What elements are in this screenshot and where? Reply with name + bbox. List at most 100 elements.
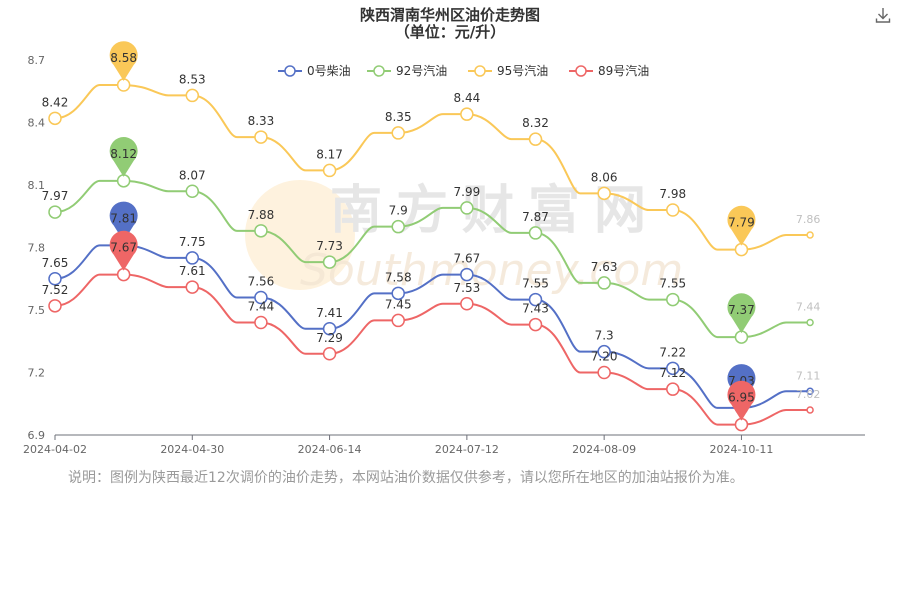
data-point xyxy=(322,347,337,361)
extreme-label: 7.67 xyxy=(110,241,137,255)
data-label: 8.07 xyxy=(179,168,206,182)
data-point xyxy=(185,280,200,294)
y-tick-label: 7.2 xyxy=(28,367,46,380)
series-line-3 xyxy=(54,273,811,426)
legend-label: 95号汽油 xyxy=(497,63,548,78)
data-point xyxy=(597,186,611,201)
data-label: 7.55 xyxy=(659,277,686,291)
data-point xyxy=(528,317,543,332)
watermark-text: 南方财富网 xyxy=(330,181,660,241)
data-label: 7.88 xyxy=(248,208,275,222)
extreme-pin xyxy=(109,230,138,271)
data-point xyxy=(597,344,611,359)
data-point xyxy=(48,272,62,286)
data-point xyxy=(391,219,405,234)
chart-title: 陕西渭南华州区油价走势图 xyxy=(359,6,540,24)
data-label: 8.53 xyxy=(179,72,206,86)
data-label: 7.58 xyxy=(385,270,412,284)
data-label: 7.53 xyxy=(454,281,481,295)
data-label: 8.17 xyxy=(316,147,343,161)
data-label: 7.45 xyxy=(385,297,412,311)
data-label: 7.98 xyxy=(659,187,686,201)
data-label: 8.35 xyxy=(385,110,412,124)
data-label: 7.55 xyxy=(522,277,549,291)
y-tick-label: 7.8 xyxy=(28,242,46,255)
data-label: 7.22 xyxy=(659,345,686,359)
y-axis: 6.9 7.2 7.5 7.8 8.1 8.4 8.7 xyxy=(28,54,46,442)
data-label: 7.67 xyxy=(454,252,481,266)
watermark-sub: Southmoney.com xyxy=(300,245,683,296)
legend-item-1[interactable]: 92号汽油 xyxy=(367,63,447,78)
extreme-label: 8.58 xyxy=(110,51,137,65)
data-point xyxy=(460,201,474,215)
y-tick-label: 8.7 xyxy=(28,54,46,67)
data-label: 7.29 xyxy=(316,331,343,345)
data-point xyxy=(460,267,474,282)
series-points: 7.65 7.75 7.56 7.41 7.58 7.67 7.55 7.3 7.22 7.11 7… xyxy=(42,72,821,432)
data-label: 7.12 xyxy=(659,366,686,380)
data-point xyxy=(528,292,543,307)
legend-item-0[interactable]: 0号柴油 xyxy=(278,64,351,78)
x-tick-label: 2024-08-09 xyxy=(572,443,636,456)
download-icon[interactable] xyxy=(874,6,892,24)
x-tick-label: 2024-06-14 xyxy=(298,443,362,456)
data-point xyxy=(528,226,543,240)
data-point xyxy=(322,255,337,269)
data-label: 7.63 xyxy=(591,260,618,274)
data-point xyxy=(806,387,814,395)
data-label: 7.87 xyxy=(522,210,549,224)
extreme-label: 7.81 xyxy=(110,211,137,225)
data-point xyxy=(391,126,405,140)
extreme-label: 7.37 xyxy=(728,303,755,317)
legend-item-3[interactable]: 89号汽油 xyxy=(569,63,649,78)
y-tick-label: 8.4 xyxy=(28,117,46,130)
extreme-pin xyxy=(109,41,138,81)
data-label: 7.9 xyxy=(389,204,408,218)
x-tick-label: 2024-10-11 xyxy=(709,443,773,456)
data-label: 8.32 xyxy=(522,116,549,130)
extreme-pin xyxy=(109,137,138,177)
legend-item-2[interactable]: 95号汽油 xyxy=(468,63,548,78)
data-point xyxy=(185,184,200,198)
data-point xyxy=(185,88,200,103)
data-point xyxy=(254,130,268,144)
data-label: 7.11 xyxy=(796,369,821,382)
y-tick-label: 8.1 xyxy=(28,179,46,192)
data-point xyxy=(322,163,337,178)
data-point xyxy=(48,111,62,126)
data-point xyxy=(254,224,268,238)
data-label: 7.56 xyxy=(248,275,275,289)
chart-subtitle: （单位：元/升） xyxy=(394,23,506,41)
data-point xyxy=(460,107,474,121)
legend-label: 89号汽油 xyxy=(598,63,649,78)
legend-marker xyxy=(373,65,385,77)
footnote: 说明：图例为陕西最近12次调价的油价走势，本网站油价数据仅供参考，请以您所在地区… xyxy=(68,470,744,486)
legend-label: 0号柴油 xyxy=(307,64,351,78)
data-label: 7.3 xyxy=(595,329,614,343)
data-point xyxy=(528,132,543,146)
data-label: 7.97 xyxy=(42,189,69,203)
data-point xyxy=(254,290,268,305)
data-label: 7.44 xyxy=(248,300,275,314)
data-point xyxy=(806,406,814,414)
extreme-pin xyxy=(727,380,756,421)
data-label: 7.41 xyxy=(316,306,343,320)
data-point xyxy=(597,276,611,290)
data-point xyxy=(322,322,337,336)
x-tick-label: 2024-04-02 xyxy=(23,443,87,456)
data-label: 8.42 xyxy=(42,95,69,109)
legend-marker xyxy=(284,65,296,77)
legend[interactable]: 0号柴油 92号汽油 95号汽油 89号汽油 xyxy=(278,63,649,78)
legend-marker xyxy=(474,65,486,77)
extreme-pin xyxy=(727,293,756,334)
data-label: 7.99 xyxy=(454,185,481,199)
data-label: 7.52 xyxy=(42,283,69,297)
data-label: 7.73 xyxy=(316,239,343,253)
legend-marker xyxy=(575,65,587,77)
data-label: 7.75 xyxy=(179,235,206,249)
data-point xyxy=(48,205,62,219)
extreme-pin xyxy=(727,205,756,246)
data-point xyxy=(185,251,200,265)
